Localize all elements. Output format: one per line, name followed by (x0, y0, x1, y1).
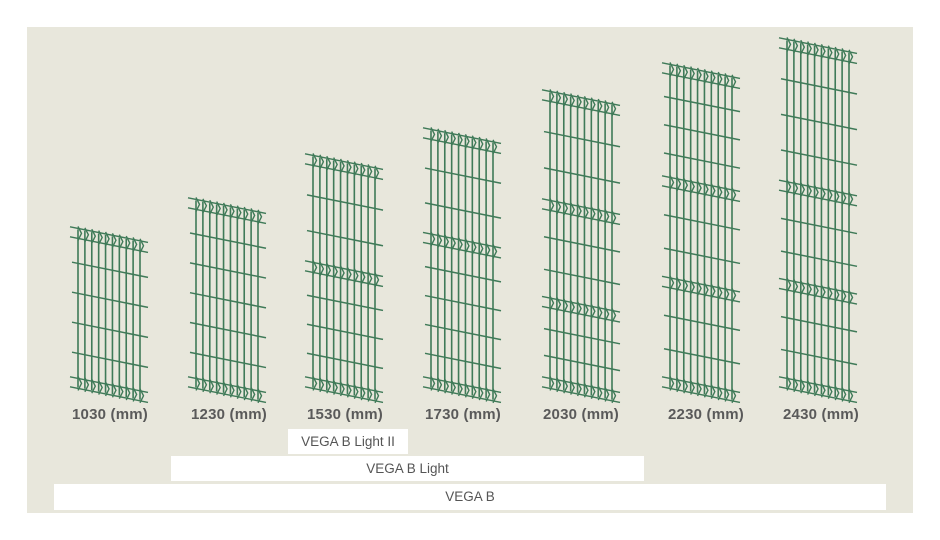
diagram-panel (27, 27, 913, 513)
height-label-2030: 2030 (mm) (542, 406, 619, 423)
height-label-2430: 2430 (mm) (782, 406, 859, 423)
height-label-1030: 1030 (mm) (71, 406, 148, 423)
range-bar-vega-b-light-ii: VEGA B Light II (288, 429, 408, 454)
fence-panel-icon (422, 127, 502, 404)
fence-panel-icon (69, 226, 149, 404)
fence-panel-icon (778, 37, 858, 404)
height-label-1230: 1230 (mm) (190, 406, 267, 423)
height-label-1530: 1530 (mm) (306, 406, 383, 423)
fence-panel-icon (541, 89, 621, 404)
height-label-1730: 1730 (mm) (424, 406, 501, 423)
fence-panel-icon (304, 153, 384, 404)
range-bar-vega-b: VEGA B (54, 484, 886, 510)
range-bar-vega-b-light: VEGA B Light (171, 456, 644, 481)
height-label-2230: 2230 (mm) (667, 406, 744, 423)
fence-panel-icon (661, 62, 741, 404)
fence-panel-icon (187, 197, 267, 404)
